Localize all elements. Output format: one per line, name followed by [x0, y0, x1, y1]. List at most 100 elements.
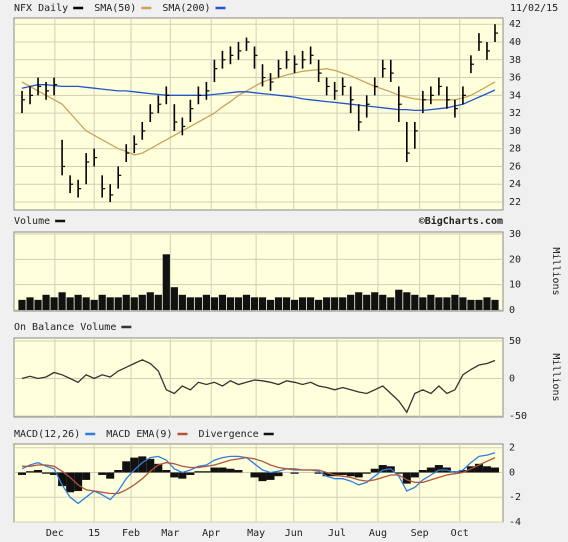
volume-bar [379, 294, 387, 310]
macd-line [21, 452, 496, 505]
volume-bar [274, 297, 283, 310]
volume-bar [218, 294, 227, 310]
divergence-bar [410, 472, 419, 478]
divergence-bar [34, 470, 43, 473]
legend-label: MACD EMA(9) [106, 429, 172, 440]
volume-bar [467, 299, 475, 310]
y-tick-label: 42 [509, 19, 521, 30]
divergence-bar [98, 472, 107, 475]
x-tick-label: Aug [369, 528, 387, 539]
volume-bar [298, 297, 307, 310]
divergence-bar [114, 470, 123, 473]
volume-bar [363, 294, 371, 310]
y-tick-label: -50 [509, 411, 527, 422]
y-tick-label: 32 [509, 108, 521, 119]
macd-line [22, 456, 496, 495]
volume-bar [250, 297, 259, 310]
x-tick-label: May [247, 528, 265, 539]
volume-bar [122, 294, 130, 310]
divergence-bar [106, 472, 115, 479]
y-tick-label: 20 [509, 254, 521, 265]
volume-bar [74, 294, 82, 310]
volume-bar [242, 294, 251, 310]
y-tick-label: 50 [509, 336, 521, 347]
divergence-bar [290, 472, 299, 474]
divergence-bar [402, 472, 411, 484]
volume-bar [170, 287, 178, 310]
x-tick-label: Feb [122, 528, 140, 539]
divergence-bar [362, 472, 371, 474]
x-tick-label: 15 [88, 528, 100, 539]
volume-bar [395, 289, 403, 310]
divergence-bar [146, 458, 155, 473]
volume-bar [323, 297, 331, 310]
divergence-bar [266, 472, 275, 480]
divergence-bar [26, 471, 35, 473]
volume-bar [339, 297, 347, 310]
y-tick-label: 24 [509, 179, 521, 190]
y-tick-label: 38 [509, 55, 521, 66]
divergence-bar [218, 467, 227, 473]
y-axis-label: Millions [550, 247, 561, 295]
volume-bar [98, 294, 106, 310]
volume-bar [347, 294, 355, 310]
divergence-bar [426, 467, 435, 473]
plot-area [13, 17, 504, 211]
divergence-bar [418, 470, 427, 473]
x-tick-label: Jun [285, 528, 303, 539]
volume-bar [331, 297, 339, 310]
volume-bar [130, 297, 138, 310]
y-tick-label: 30 [509, 229, 521, 240]
volume-bar [419, 297, 427, 310]
divergence-bar [338, 472, 347, 475]
divergence-bar [58, 472, 67, 487]
volume-bar [306, 297, 315, 310]
y-tick-label: 0 [509, 374, 515, 385]
volume-bar [234, 297, 243, 310]
y-tick-label: 0 [509, 305, 515, 316]
volume-bar [226, 297, 235, 310]
volume-bar [90, 299, 98, 310]
y-tick-label: 10 [509, 280, 521, 291]
volume-bar [387, 297, 395, 310]
volume-bar [106, 297, 114, 310]
volume-bar [459, 297, 467, 310]
divergence-bar [474, 463, 483, 473]
y-tick-label: 2 [509, 443, 515, 454]
y-tick-label: -2 [509, 492, 521, 503]
y-tick-label: 0 [509, 467, 515, 478]
divergence-bar [250, 472, 259, 478]
volume-bar [34, 299, 42, 310]
divergence-bar [66, 472, 75, 493]
sma-line [21, 68, 496, 156]
volume-bar [154, 294, 162, 310]
legend-label: MACD(12,26) [14, 429, 80, 440]
legend-label: SMA(200) [162, 3, 210, 14]
divergence-bar [234, 470, 243, 473]
divergence-bar [162, 470, 171, 473]
divergence-bar [322, 472, 331, 477]
volume-bar [114, 297, 122, 310]
divergence-bar [482, 466, 491, 473]
volume-bar [26, 297, 34, 310]
divergence-bar [18, 472, 27, 475]
y-tick-label: 34 [509, 90, 521, 101]
volume-bar [18, 299, 26, 310]
volume-bar [443, 297, 451, 310]
legend-label: SMA(50) [94, 3, 136, 14]
volume-bar [315, 299, 323, 310]
volume-bar [178, 294, 186, 310]
divergence-bar [170, 472, 179, 478]
volume-bar [162, 254, 170, 310]
x-tick-label: Dec [46, 528, 64, 539]
volume-bar [483, 297, 491, 310]
legend-label: Divergence [198, 429, 258, 440]
volume-bar [194, 297, 202, 310]
legend-label: NFX Daily [14, 3, 68, 14]
y-tick-label: 26 [509, 161, 521, 172]
divergence-bar [130, 457, 139, 473]
volume-bar [258, 297, 267, 310]
divergence-bar [194, 471, 203, 473]
volume-bar [58, 292, 66, 310]
